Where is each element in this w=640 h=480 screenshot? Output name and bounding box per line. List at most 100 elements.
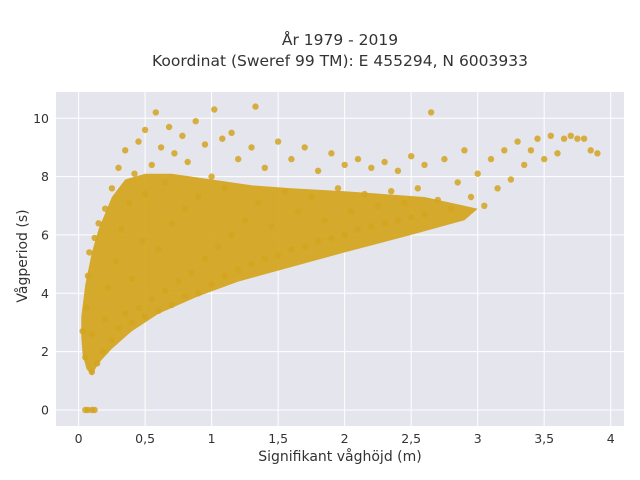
data-point xyxy=(88,330,96,338)
data-point xyxy=(104,284,112,291)
data-point xyxy=(168,220,175,227)
data-point xyxy=(341,161,348,169)
scatter-points xyxy=(79,103,601,414)
data-point xyxy=(95,220,102,227)
data-point xyxy=(135,304,142,312)
data-point xyxy=(408,214,415,221)
data-point xyxy=(161,179,169,186)
data-point xyxy=(208,173,215,180)
data-point xyxy=(501,147,508,154)
data-point xyxy=(141,126,149,134)
data-point xyxy=(165,123,173,131)
data-point xyxy=(168,301,175,309)
x-tick-label: 2 xyxy=(341,431,349,446)
data-point xyxy=(580,135,588,142)
data-point xyxy=(128,275,135,282)
data-point xyxy=(547,132,554,139)
data-point xyxy=(201,141,209,148)
data-point xyxy=(328,234,335,242)
data-point xyxy=(394,167,402,174)
data-point xyxy=(155,307,162,314)
data-point xyxy=(274,252,282,259)
data-point xyxy=(184,158,191,166)
data-point xyxy=(467,193,475,201)
data-point xyxy=(157,144,165,151)
data-point xyxy=(421,161,428,169)
data-point xyxy=(241,217,249,224)
data-point xyxy=(421,211,428,218)
data-point xyxy=(248,260,255,268)
data-point xyxy=(348,208,355,215)
data-point xyxy=(560,135,568,142)
data-point xyxy=(361,190,368,198)
data-point xyxy=(141,313,149,320)
y-tick-label: 0 xyxy=(41,402,49,417)
data-point xyxy=(334,185,342,192)
data-point xyxy=(219,135,226,142)
x-tick-label: 1 xyxy=(208,431,216,446)
data-point xyxy=(481,202,488,209)
data-point xyxy=(94,360,101,367)
data-point xyxy=(139,237,146,244)
data-point xyxy=(118,225,125,233)
data-point xyxy=(314,167,322,174)
data-point xyxy=(474,170,481,177)
data-point xyxy=(414,185,421,192)
data-point xyxy=(99,348,106,355)
data-point xyxy=(131,170,138,177)
data-point xyxy=(82,354,89,361)
data-point xyxy=(235,155,242,163)
data-point xyxy=(108,185,116,192)
y-tick-label: 2 xyxy=(41,344,49,359)
data-point xyxy=(354,225,362,233)
data-point xyxy=(447,205,455,212)
data-point xyxy=(135,138,142,145)
x-axis-ticks: 0 0,5 1 1,5 2 2,5 3 3,5 4 xyxy=(75,431,615,446)
data-point xyxy=(126,199,133,206)
data-point xyxy=(328,150,335,157)
x-tick-label: 1,5 xyxy=(268,431,288,446)
data-point xyxy=(91,406,98,414)
x-axis-label: Signifikant våghöjd (m) xyxy=(258,448,421,465)
data-point xyxy=(152,109,159,116)
y-tick-label: 6 xyxy=(41,227,49,242)
data-point xyxy=(195,290,202,297)
data-point xyxy=(115,164,122,171)
chart-subtitle: Koordinat (Sweref 99 TM): E 455294, N 60… xyxy=(152,52,528,70)
data-point xyxy=(188,269,195,277)
data-point xyxy=(434,196,441,204)
data-point xyxy=(86,249,93,256)
data-point xyxy=(587,147,594,154)
data-point xyxy=(308,193,315,201)
data-point xyxy=(554,150,561,157)
data-point xyxy=(507,176,515,183)
data-point xyxy=(381,158,388,166)
data-point xyxy=(102,316,109,323)
data-point xyxy=(321,217,328,224)
data-point xyxy=(301,243,308,250)
y-tick-label: 8 xyxy=(41,169,49,184)
data-point xyxy=(175,278,182,285)
data-point xyxy=(514,138,521,145)
data-point xyxy=(148,295,155,303)
data-point xyxy=(228,231,235,239)
data-point xyxy=(122,147,129,154)
data-point xyxy=(534,135,541,142)
data-point xyxy=(381,220,388,227)
data-point xyxy=(521,161,528,169)
data-point xyxy=(574,135,581,142)
data-point xyxy=(201,255,209,262)
data-point xyxy=(195,193,202,201)
data-point xyxy=(221,185,229,192)
data-point xyxy=(487,155,495,163)
data-point xyxy=(341,231,348,239)
data-point xyxy=(215,243,222,250)
data-point xyxy=(288,155,295,163)
data-point xyxy=(84,272,92,279)
data-point xyxy=(112,258,120,265)
data-point xyxy=(235,266,242,274)
data-point xyxy=(541,155,548,163)
data-point xyxy=(255,199,262,206)
data-point xyxy=(394,217,402,224)
data-point xyxy=(261,164,268,171)
